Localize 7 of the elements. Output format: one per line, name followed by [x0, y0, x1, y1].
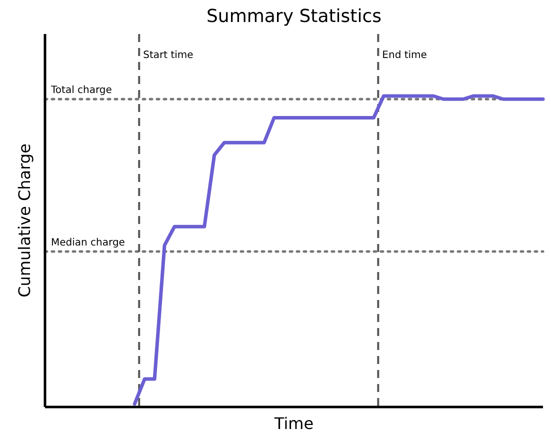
- text: End time: [382, 50, 427, 61]
- chart-title: Summary Statistics: [206, 6, 382, 27]
- text: Start time: [143, 50, 194, 61]
- x-axis-title: Time: [273, 414, 314, 433]
- ref-line-label: Total charge: [50, 85, 112, 96]
- y-axis-title: Cumulative Charge: [15, 144, 34, 298]
- ref-line-label: Median charge: [51, 238, 125, 248]
